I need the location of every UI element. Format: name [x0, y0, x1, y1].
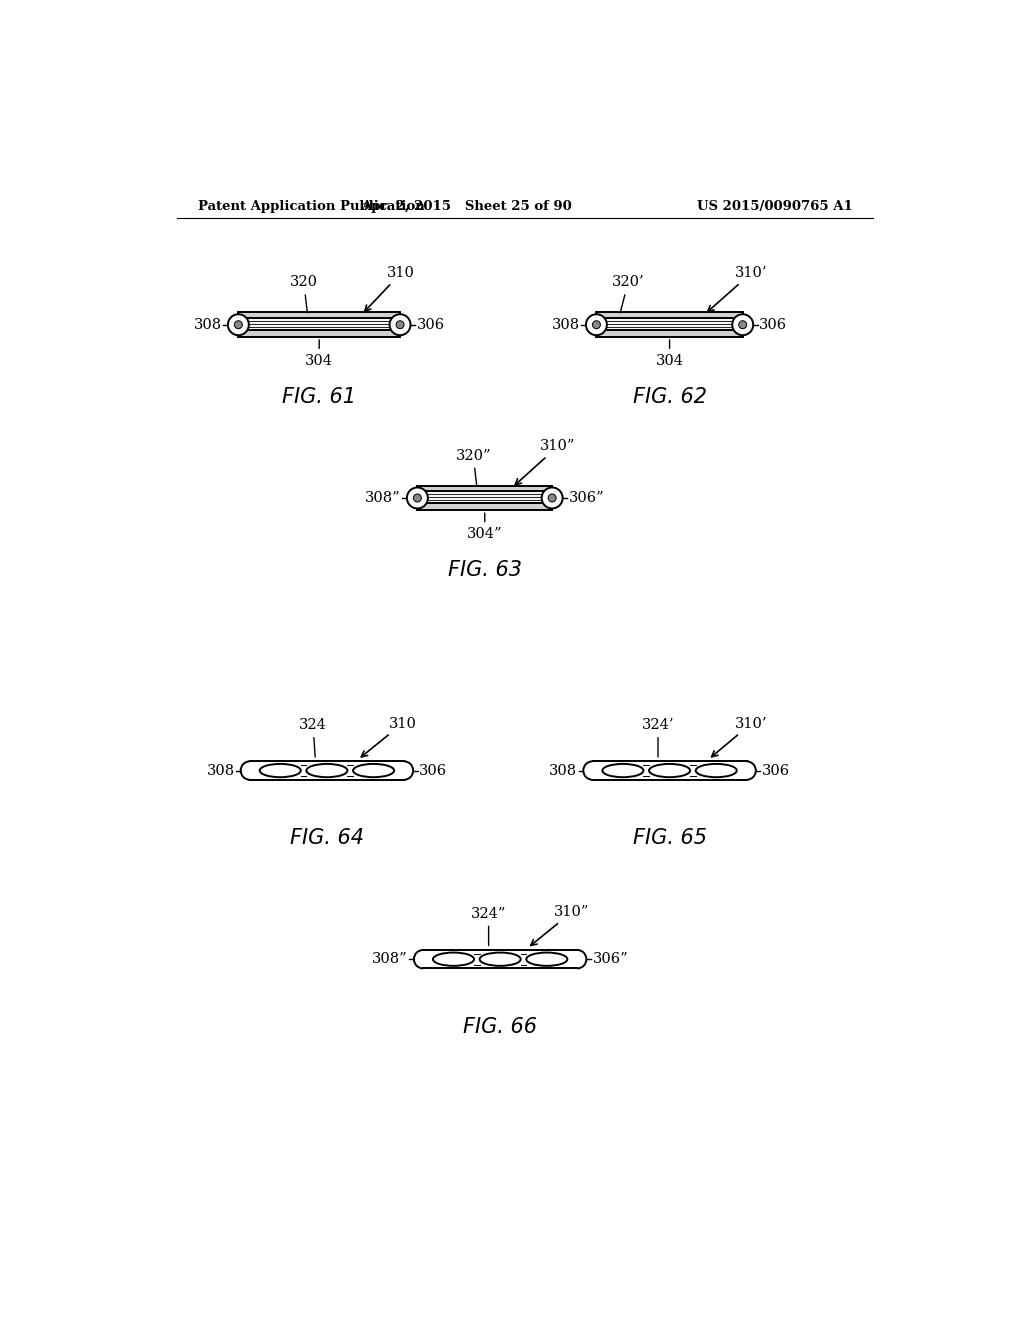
Circle shape	[389, 314, 411, 335]
Text: 320: 320	[290, 276, 317, 313]
Text: 308”: 308”	[372, 952, 408, 966]
Bar	[596, 313, 742, 318]
Text: 308”: 308”	[366, 491, 400, 506]
Circle shape	[584, 762, 602, 780]
Text: FIG. 62: FIG. 62	[633, 387, 707, 407]
Circle shape	[542, 487, 562, 508]
Text: 308: 308	[552, 318, 580, 331]
Bar	[596, 318, 742, 330]
Circle shape	[738, 321, 746, 329]
Circle shape	[394, 762, 413, 780]
Circle shape	[414, 494, 421, 502]
Text: 310: 310	[365, 267, 415, 312]
Bar	[418, 491, 552, 503]
Bar	[418, 486, 552, 491]
Text: 310”: 310”	[515, 440, 575, 484]
Bar	[593, 762, 746, 780]
Text: 308: 308	[194, 318, 222, 331]
Text: 306: 306	[419, 763, 447, 777]
Circle shape	[586, 314, 607, 335]
Text: 308: 308	[207, 763, 234, 777]
Text: FIG. 61: FIG. 61	[283, 387, 356, 407]
Circle shape	[593, 321, 600, 329]
Text: 306: 306	[760, 318, 787, 331]
Circle shape	[228, 314, 249, 335]
Text: FIG. 64: FIG. 64	[290, 829, 364, 849]
Text: 310’: 310’	[708, 267, 768, 312]
Text: Apr. 2, 2015   Sheet 25 of 90: Apr. 2, 2015 Sheet 25 of 90	[360, 199, 571, 213]
Text: 320’: 320’	[611, 276, 644, 313]
Text: FIG. 66: FIG. 66	[463, 1016, 538, 1038]
Text: 304: 304	[305, 339, 333, 368]
Text: Patent Application Publication: Patent Application Publication	[199, 199, 425, 213]
Bar	[239, 313, 400, 318]
Bar	[423, 950, 578, 969]
Text: 310”: 310”	[530, 906, 590, 945]
Text: 304”: 304”	[467, 513, 503, 541]
Text: 324: 324	[299, 718, 327, 756]
Text: 304: 304	[655, 339, 684, 368]
Text: 324’: 324’	[642, 718, 674, 756]
Circle shape	[241, 762, 259, 780]
Text: 308: 308	[549, 763, 578, 777]
Circle shape	[407, 487, 428, 508]
Text: 320”: 320”	[456, 449, 490, 486]
Text: 306”: 306”	[593, 952, 628, 966]
Text: 310’: 310’	[712, 717, 768, 756]
Circle shape	[396, 321, 404, 329]
Circle shape	[732, 314, 754, 335]
Bar	[418, 503, 552, 511]
Text: 306: 306	[762, 763, 791, 777]
Bar	[250, 762, 403, 780]
Text: 310: 310	[361, 717, 417, 756]
Text: FIG. 63: FIG. 63	[447, 561, 522, 581]
Text: 306”: 306”	[568, 491, 604, 506]
Bar	[239, 330, 400, 337]
Text: 306: 306	[417, 318, 444, 331]
Bar	[596, 330, 742, 337]
Circle shape	[234, 321, 243, 329]
Bar	[239, 318, 400, 330]
Text: US 2015/0090765 A1: US 2015/0090765 A1	[697, 199, 853, 213]
Circle shape	[414, 950, 432, 969]
Text: FIG. 65: FIG. 65	[633, 829, 707, 849]
Text: 324”: 324”	[471, 907, 506, 945]
Circle shape	[568, 950, 587, 969]
Circle shape	[548, 494, 556, 502]
Circle shape	[737, 762, 756, 780]
